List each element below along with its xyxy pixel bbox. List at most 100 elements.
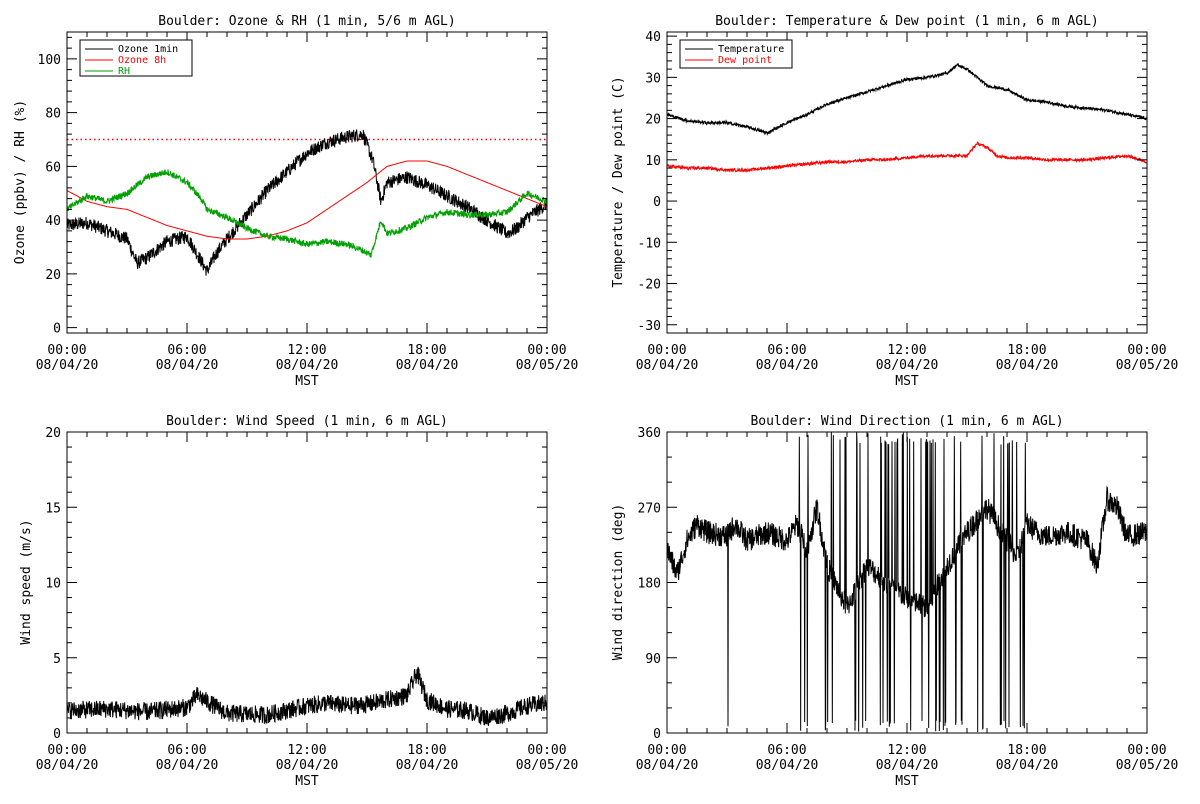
panel-wind-direction: Boulder: Wind Direction (1 min, 6 m AGL)… — [611, 414, 1178, 789]
x-tick-label-time: 12:00 — [287, 743, 326, 758]
x-tick-label-time: 18:00 — [1007, 343, 1046, 358]
y-tick-label: 0 — [53, 727, 61, 742]
y-tick-label: 15 — [45, 501, 61, 516]
panel-ozone-rh-ylabel: Ozone (ppbv) / RH (%) — [13, 100, 28, 264]
x-tick-label-time: 00:00 — [647, 343, 686, 358]
series-line-data — [66, 666, 548, 726]
x-tick-label-time: 18:00 — [407, 743, 446, 758]
y-tick-label: 40 — [645, 30, 661, 45]
x-tick-label-date: 08/04/20 — [636, 758, 699, 773]
panel-temperature-plot: -30-20-1001020304000:0008/04/2006:0008/0… — [636, 30, 1179, 373]
panel-wind-speed-plot: 0510152000:0008/04/2006:0008/04/2012:000… — [36, 426, 579, 773]
y-tick-label: 100 — [38, 53, 61, 68]
series-line-temperature — [666, 62, 1148, 136]
panel-temperature-ylabel: Temperature / Dew point (C) — [611, 76, 626, 287]
panel-wind-speed: Boulder: Wind Speed (1 min, 6 m AGL) Win… — [19, 414, 578, 789]
series-line-ozone-8h — [66, 160, 548, 240]
panel-wind-speed-ylabel: Wind speed (m/s) — [19, 519, 34, 644]
x-tick-label-date: 08/04/20 — [396, 358, 459, 373]
x-tick-label-date: 08/04/20 — [996, 358, 1059, 373]
legend-label-dewpoint: Dew point — [718, 55, 772, 66]
x-tick-label-date: 08/04/20 — [156, 758, 219, 773]
x-tick-label-time: 12:00 — [887, 743, 926, 758]
panel-wind-direction-plot: 09018027036000:0008/04/2006:0008/04/2012… — [636, 426, 1179, 773]
x-tick-label-date: 08/05/20 — [1116, 758, 1179, 773]
panel-temperature-xlabel: MST — [895, 374, 919, 389]
panel-ozone-rh-legend: Ozone 1min Ozone 8h RH — [79, 39, 193, 77]
x-tick-label-date: 08/04/20 — [156, 358, 219, 373]
y-tick-label: 80 — [45, 107, 61, 122]
x-tick-label-time: 06:00 — [767, 743, 806, 758]
x-tick-label-date: 08/04/20 — [996, 758, 1059, 773]
series-line-dew-point — [666, 141, 1148, 174]
y-tick-label: 360 — [638, 426, 661, 441]
panel-temperature-dewpoint: Boulder: Temperature & Dew point (1 min,… — [611, 14, 1178, 389]
x-tick-label-time: 00:00 — [527, 743, 566, 758]
y-tick-label: 40 — [45, 214, 61, 229]
y-tick-label: 30 — [645, 71, 661, 86]
legend-label-ozone-1min: Ozone 1min — [118, 44, 178, 55]
panel-ozone-rh-xlabel: MST — [295, 374, 319, 389]
plot-frame — [666, 31, 1148, 334]
legend-label-ozone-8h: Ozone 8h — [118, 55, 166, 66]
legend-box — [79, 39, 193, 77]
x-tick-label-time: 12:00 — [887, 343, 926, 358]
x-tick-label-date: 08/05/20 — [516, 358, 579, 373]
x-tick-label-date: 08/05/20 — [516, 758, 579, 773]
legend-box — [679, 39, 793, 69]
series-line-ozone-1min — [66, 129, 548, 276]
x-tick-label-time: 18:00 — [1007, 743, 1046, 758]
x-tick-label-date: 08/04/20 — [756, 758, 819, 773]
x-tick-label-time: 00:00 — [47, 343, 86, 358]
x-tick-label-date: 08/04/20 — [36, 758, 99, 773]
y-tick-label: 20 — [645, 113, 661, 128]
panel-temperature-legend: Temperature Dew point — [679, 39, 793, 69]
x-tick-label-date: 08/04/20 — [756, 358, 819, 373]
panel-wind-direction-title: Boulder: Wind Direction (1 min, 6 m AGL) — [750, 414, 1063, 429]
panel-ozone-rh-title: Boulder: Ozone & RH (1 min, 5/6 m AGL) — [158, 14, 455, 29]
y-tick-label: 10 — [645, 154, 661, 169]
x-tick-label-time: 18:00 — [407, 343, 446, 358]
x-tick-label-time: 06:00 — [767, 343, 806, 358]
x-tick-label-time: 06:00 — [167, 743, 206, 758]
y-tick-label: 5 — [53, 652, 61, 667]
x-tick-label-time: 00:00 — [1127, 743, 1166, 758]
y-tick-label: 0 — [653, 727, 661, 742]
y-tick-label: -20 — [638, 278, 661, 293]
series-line-rh — [66, 169, 548, 258]
y-tick-label: 90 — [645, 652, 661, 667]
y-tick-label: 10 — [45, 577, 61, 592]
panel-ozone-rh-plot: 02040608010000:0008/04/2006:0008/04/2012… — [36, 31, 579, 373]
x-tick-label-time: 00:00 — [1127, 343, 1166, 358]
y-tick-label: -30 — [638, 319, 661, 334]
x-tick-label-time: 06:00 — [167, 343, 206, 358]
y-tick-label: 20 — [45, 268, 61, 283]
x-tick-label-date: 08/05/20 — [1116, 358, 1179, 373]
series-line-data — [666, 432, 1148, 733]
x-tick-label-date: 08/04/20 — [636, 358, 699, 373]
panel-wind-direction-xlabel: MST — [895, 774, 919, 789]
y-tick-label: 0 — [53, 322, 61, 337]
plot-frame — [66, 431, 548, 734]
x-tick-label-time: 00:00 — [527, 343, 566, 358]
x-tick-label-date: 08/04/20 — [276, 358, 339, 373]
panel-ozone-rh: Boulder: Ozone & RH (1 min, 5/6 m AGL) O… — [13, 14, 578, 389]
x-tick-label-date: 08/04/20 — [396, 758, 459, 773]
y-tick-label: -10 — [638, 236, 661, 251]
x-tick-label-date: 08/04/20 — [876, 358, 939, 373]
x-tick-label-date: 08/04/20 — [876, 758, 939, 773]
panel-temperature-title: Boulder: Temperature & Dew point (1 min,… — [715, 14, 1099, 29]
x-tick-label-date: 08/04/20 — [36, 358, 99, 373]
panel-wind-speed-title: Boulder: Wind Speed (1 min, 6 m AGL) — [166, 414, 448, 429]
y-tick-label: 270 — [638, 501, 661, 516]
x-tick-label-time: 12:00 — [287, 343, 326, 358]
y-tick-label: 60 — [45, 160, 61, 175]
x-tick-label-time: 00:00 — [47, 743, 86, 758]
panel-wind-speed-xlabel: MST — [295, 774, 319, 789]
legend-label-temperature: Temperature — [718, 44, 784, 55]
y-tick-label: 20 — [45, 426, 61, 441]
x-tick-label-date: 08/04/20 — [276, 758, 339, 773]
legend-label-rh: RH — [118, 66, 130, 77]
